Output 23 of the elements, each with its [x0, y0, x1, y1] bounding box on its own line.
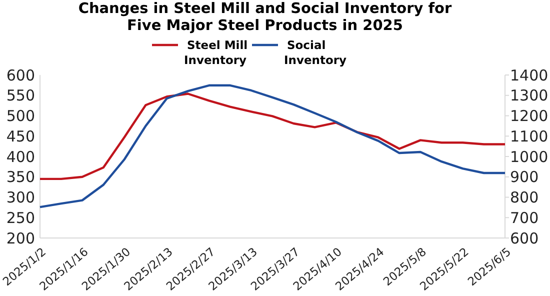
y-tick-label: 200 [6, 229, 35, 248]
y2-tick-label: 1200 [510, 107, 548, 125]
y2-tick-label: 1000 [510, 148, 548, 166]
chart-title: Changes in Steel Mill and Social Inventory for Five Major Steel Products in 2025 [78, 1, 453, 34]
y2-tick-label: 700 [510, 208, 539, 227]
y2-tick-label: 1300 [510, 86, 548, 105]
y2-tick-label: 600 [510, 229, 539, 248]
y-tick-label: 400 [6, 148, 35, 166]
y2-tick-label: 900 [510, 168, 539, 186]
y-tick-label: 500 [6, 107, 35, 125]
y2-tick-label: 1400 [510, 66, 548, 84]
y-tick-label: 350 [6, 168, 35, 186]
legend-label: Social Inventory [284, 38, 348, 67]
y-tick-label: 300 [6, 188, 35, 206]
y2-tick-label: 800 [510, 188, 539, 206]
line-series [38, 92, 506, 180]
y-tick-label: 450 [6, 127, 35, 146]
y2-tick-label: 1100 [510, 127, 548, 146]
y-tick-label: 250 [6, 208, 35, 227]
y-tick-label: 600 [6, 66, 35, 84]
line-series [38, 84, 506, 208]
legend-label: Steel Mill Inventory [184, 38, 248, 67]
y-tick-label: 550 [6, 86, 35, 105]
